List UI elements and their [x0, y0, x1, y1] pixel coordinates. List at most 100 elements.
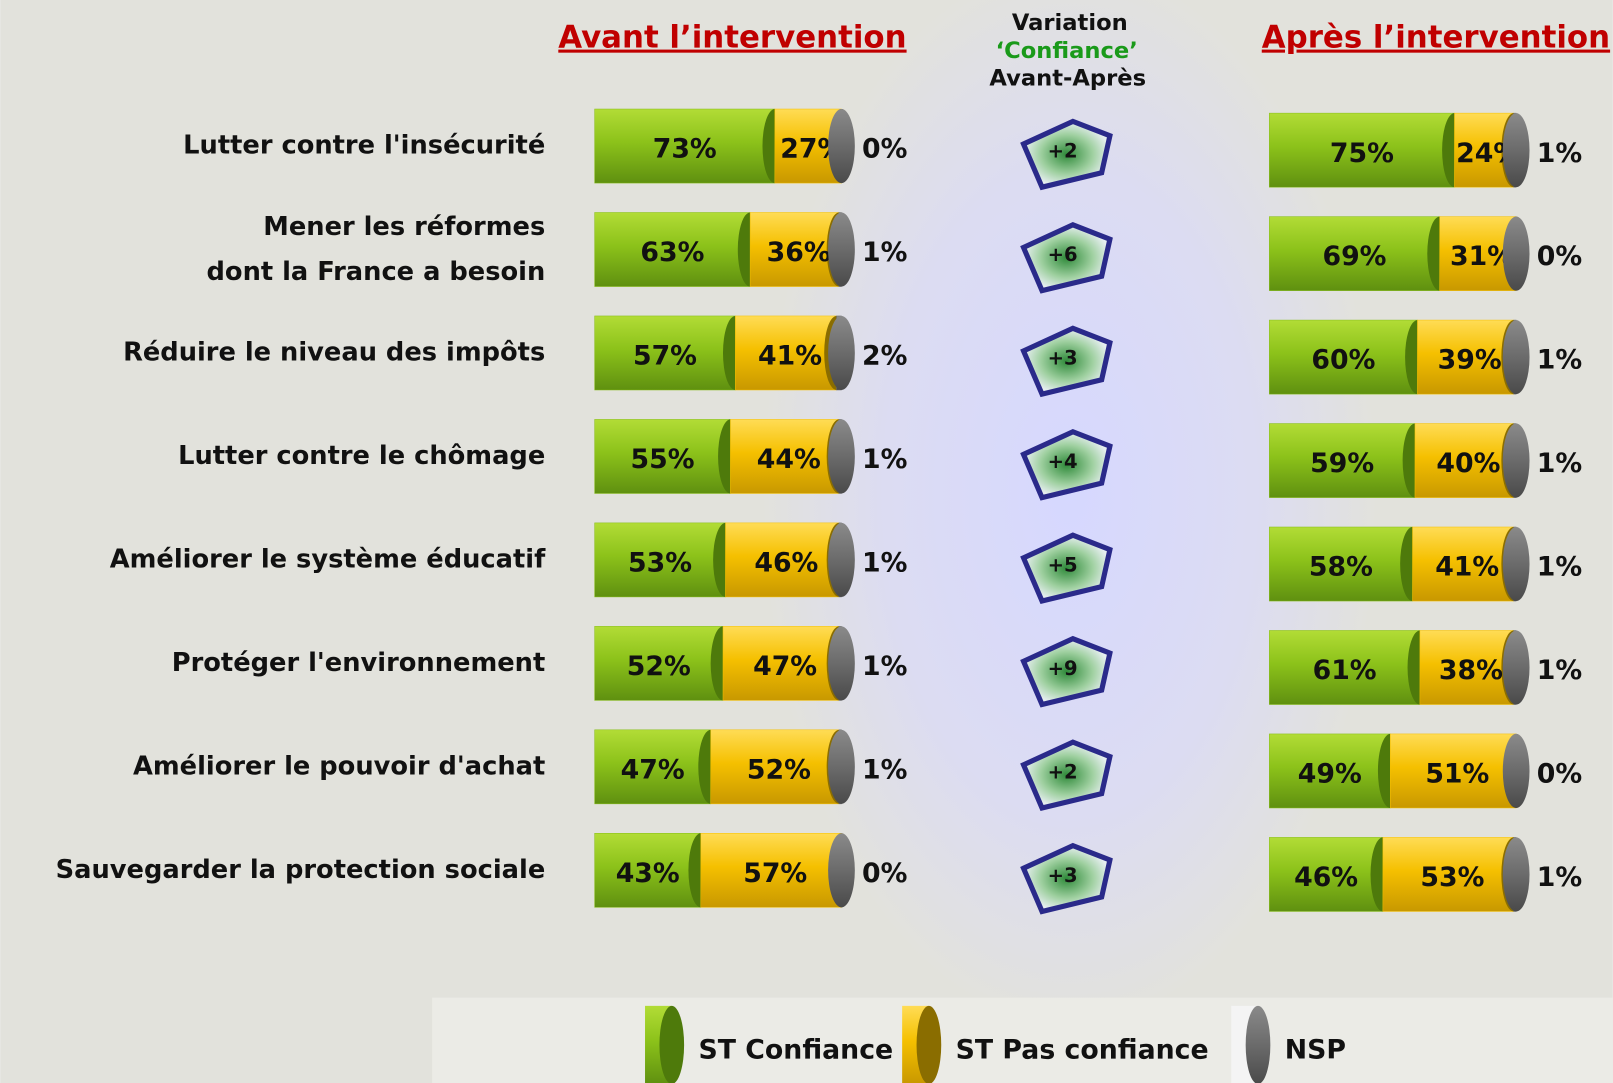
- bar-end-cap: [828, 522, 855, 597]
- bar-segment: [1269, 216, 1440, 291]
- variation-badge: [1020, 222, 1113, 294]
- value-label: 61%: [1313, 655, 1377, 686]
- value-label: 0%: [862, 134, 907, 165]
- chart-title: Avant l’intervention: [558, 20, 906, 56]
- legend-swatch-cap: [659, 1005, 685, 1083]
- value-label: 2%: [862, 341, 907, 372]
- bar-segment: [1412, 526, 1514, 602]
- category-label: Sauvegarder la protection sociale: [56, 855, 546, 885]
- value-label: 44%: [757, 444, 821, 475]
- value-label: 1%: [1537, 655, 1582, 686]
- bar-segment: [722, 626, 840, 701]
- value-label: 47%: [753, 651, 817, 682]
- variation-title: Avant-Après: [989, 66, 1146, 92]
- value-label: 40%: [1436, 448, 1500, 479]
- value-label: 1%: [862, 237, 907, 268]
- variation-label: +2: [1048, 761, 1078, 784]
- bar-end-cap: [1502, 113, 1530, 188]
- value-label: 52%: [747, 754, 811, 785]
- category-label: Protéger l'environnement: [172, 648, 546, 678]
- value-label: 58%: [1309, 552, 1373, 583]
- legend-label: NSP: [1285, 1035, 1346, 1066]
- bar-segment: [594, 833, 702, 908]
- variation-label: +2: [1048, 140, 1078, 163]
- variation-label: +6: [1048, 243, 1078, 266]
- bar-end-cap: [828, 626, 855, 701]
- value-label: 57%: [743, 858, 807, 889]
- value-label: 52%: [627, 651, 691, 682]
- category-label: Réduire le niveau des impôts: [123, 337, 545, 367]
- value-label: 0%: [1537, 759, 1582, 790]
- value-label: 1%: [862, 548, 907, 579]
- value-label: 75%: [1330, 138, 1394, 169]
- value-label: 69%: [1322, 241, 1386, 272]
- bar-segment: [774, 108, 842, 184]
- category-label: Lutter contre l'insécurité: [183, 131, 545, 161]
- category-label: Améliorer le système éducatif: [110, 544, 546, 574]
- value-label: 41%: [758, 341, 822, 372]
- value-label: 36%: [767, 237, 831, 268]
- bar-end-cap: [1502, 630, 1530, 705]
- bar-segment: [725, 522, 840, 598]
- bar-end-cap: [1502, 320, 1530, 395]
- chart-title: Après l’intervention: [1262, 20, 1610, 56]
- value-label: 0%: [1537, 241, 1582, 272]
- variation-badge: [1020, 325, 1113, 398]
- bar-segment: [594, 108, 776, 184]
- bar-segment: [1390, 733, 1517, 809]
- bar-segment: [594, 315, 736, 391]
- legend-label: ST Pas confiance: [956, 1035, 1209, 1066]
- bar-end-cap: [828, 729, 855, 804]
- bar-segment: [594, 212, 751, 287]
- value-label: 38%: [1439, 655, 1503, 686]
- value-label: 1%: [1537, 345, 1582, 376]
- variation-badge: [1020, 635, 1113, 708]
- value-label: 73%: [653, 134, 717, 165]
- variation-label: +3: [1048, 347, 1078, 370]
- category-label: Améliorer le pouvoir d'achat: [133, 751, 545, 781]
- bar-segment: [1269, 112, 1455, 188]
- value-label: 53%: [628, 548, 692, 579]
- variation-badge: [1020, 428, 1113, 501]
- bar-end-cap: [1502, 526, 1530, 602]
- value-label: 47%: [621, 754, 685, 785]
- background-glow: [761, 0, 1379, 1029]
- bar-end-cap: [828, 109, 855, 184]
- bar-segment: [594, 522, 726, 598]
- bar-end-cap: [1502, 733, 1530, 808]
- bar-segment: [594, 419, 731, 494]
- bar-end-cap: [1502, 837, 1530, 912]
- bar-segment: [1382, 837, 1514, 912]
- value-label: 49%: [1298, 759, 1362, 790]
- variation-label: +3: [1048, 864, 1078, 887]
- bar-segment: [1269, 630, 1421, 705]
- bar-segment: [1269, 733, 1391, 809]
- variation-badge: [1020, 118, 1113, 191]
- value-label: 0%: [862, 858, 907, 889]
- variation-label: +9: [1048, 657, 1078, 680]
- category-label: Lutter contre le chômage: [178, 441, 545, 471]
- value-label: 43%: [616, 858, 680, 889]
- bar-end-cap: [828, 833, 855, 908]
- value-label: 63%: [640, 237, 704, 268]
- value-label: 1%: [1537, 138, 1582, 169]
- value-label: 1%: [1537, 448, 1582, 479]
- value-label: 39%: [1438, 345, 1502, 376]
- value-label: 1%: [862, 754, 907, 785]
- bar-segment: [1454, 112, 1514, 188]
- bar-segment: [710, 729, 840, 805]
- value-label: 53%: [1420, 862, 1484, 893]
- bar-end-cap: [1502, 216, 1530, 291]
- value-label: 1%: [862, 444, 907, 475]
- variation-title: ‘Confiance’: [996, 38, 1138, 64]
- legend-swatch-cap: [1245, 1005, 1271, 1083]
- legend-label: ST Confiance: [699, 1035, 894, 1066]
- bar-segment: [1417, 319, 1514, 395]
- value-label: 46%: [1294, 862, 1358, 893]
- value-label: 57%: [633, 341, 697, 372]
- bar-segment: [1269, 423, 1416, 498]
- variation-badge: [1020, 842, 1113, 915]
- variation-title: Variation: [1012, 10, 1128, 36]
